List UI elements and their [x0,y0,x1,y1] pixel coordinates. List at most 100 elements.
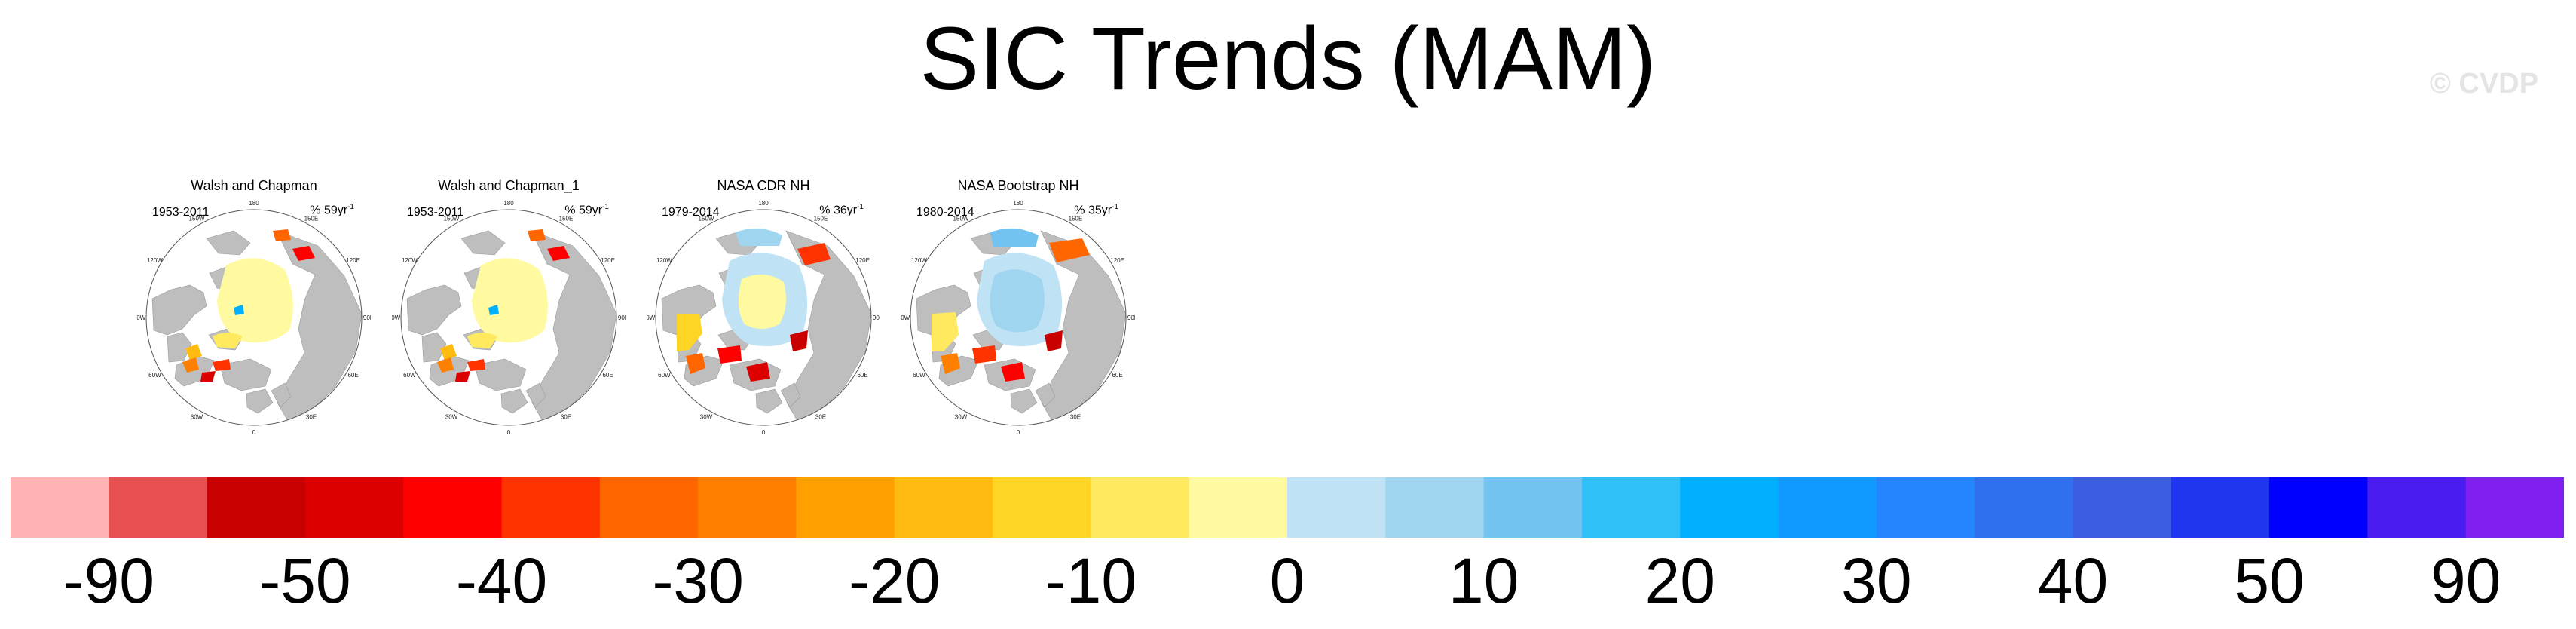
land-region [474,358,527,391]
longitude-label: 30W [445,414,458,421]
sic-trend-region [217,258,293,343]
longitude-label: 60W [403,372,416,379]
longitude-label: 120W [147,257,163,264]
colorbar-swatch [2465,477,2564,538]
longitude-label: 90E [618,314,626,321]
land-region [780,382,801,408]
map-panel-walsh-chapman: Walsh and Chapman 1953-2011 % 59yr-1 180… [137,178,371,434]
longitude-label: 0 [252,429,256,434]
polar-map: 180 150E 120E 90E 60E 30E 0 30W 60W 90W 120W 150W [137,201,371,434]
longitude-label: 90E [873,314,880,321]
panel-title: NASA Bootstrap NH [957,178,1079,193]
map-panel-nasa-cdr: NASA CDR NH 1979-2014 % 36yr-1 180 150E 12… [647,178,880,434]
sic-trend-region [990,269,1045,333]
colorbar-swatch [304,477,404,538]
sic-trend-region [182,357,199,373]
longitude-label: 30E [815,414,826,421]
sic-trend-region [972,345,996,364]
land-region [460,230,506,256]
colorbar-swatch [894,477,993,538]
sic-trend-region [990,228,1039,247]
sic-trend-region [677,314,702,351]
longitude-label: 90W [647,314,656,321]
colorbar-swatch [1975,477,2073,538]
longitude-label: 120W [656,257,672,264]
longitude-label: 30W [955,414,968,421]
sic-trend-region [292,246,315,261]
sic-trend-region [790,330,808,351]
longitude-label: 30E [306,414,317,421]
longitude-label: 90W [137,314,146,321]
panel-years: 1980-2014 [916,206,974,219]
colorbar-swatch [501,477,601,538]
longitude-label: 0 [762,429,766,434]
figure-title: SIC Trends (MAM) [919,9,1657,109]
panel-scale: % 59yr-1 [310,203,354,217]
land-region [1010,388,1038,414]
colorbar-swatch [2269,477,2368,538]
sic-trend-region [273,229,291,241]
colorbar-swatch [2367,477,2467,538]
longitude-label: 0 [1017,429,1020,434]
sic-trend-region [437,357,454,373]
colorbar-tick-label: -50 [259,545,351,616]
colorbar-swatch [2073,477,2172,538]
colorbar-swatch [698,477,797,538]
panel-title: Walsh and Chapman [191,178,317,193]
longitude-label: 30E [561,414,571,421]
longitude-label: 150W [699,215,714,222]
colorbar [11,477,2564,538]
longitude-label: 120W [402,257,418,264]
longitude-label: 60E [1112,372,1122,379]
longitude-label: 150E [304,215,319,222]
sic-trend-region [200,371,216,382]
land-region [916,284,971,336]
longitude-label: 120W [911,257,927,264]
land-region [661,284,717,336]
longitude-label: 60W [148,372,161,379]
colorbar-swatch [1483,477,1583,538]
longitude-label: 60W [658,372,671,379]
longitude-label: 150E [814,215,828,222]
panel-scale: % 59yr-1 [564,203,609,217]
longitude-label: 180 [503,201,514,207]
panel-years: 1953-2011 [407,206,464,219]
sic-trend-region [941,353,960,374]
colorbar-swatch [2171,477,2270,538]
sic-trend-region [467,359,485,371]
colorbar-tick-label: -20 [849,545,941,616]
longitude-label: 30W [191,414,203,421]
sic-trend-region [797,243,831,265]
sic-trend-region [1001,362,1025,382]
panel-title: NASA CDR NH [717,178,810,193]
colorbar-tick-label: 0 [1269,545,1305,616]
polar-map: 180 150E 120E 90E 60E 30E 0 30W 60W 90W 120W 150W [392,201,626,434]
sic-trend-region [185,344,202,361]
map-boundary [910,209,1127,426]
polar-map: 180 150E 120E 90E 60E 30E 0 30W 60W 90W 120W 150W [647,201,880,434]
land-region [500,388,528,414]
colorbar-tick-label: 90 [2430,545,2501,616]
longitude-label: 60W [913,372,925,379]
colorbar-swatch [1680,477,1779,538]
sic-trend-region [736,228,782,246]
longitude-label: 60E [347,372,358,379]
longitude-label: 120E [346,257,360,264]
colorbar-swatch [207,477,306,538]
colorbar-swatch [599,477,699,538]
longitude-label: 90E [1127,314,1135,321]
longitude-label: 60E [602,372,613,379]
colorbar-swatch [403,477,503,538]
land-region [525,382,546,408]
panel-scale: % 35yr-1 [1074,203,1118,217]
map-panel-nasa-bootstrap: NASA Bootstrap NH 1980-2014 % 35yr-1 180… [901,178,1135,434]
colorbar-swatch [993,477,1091,538]
land-region [755,388,783,414]
longitude-label: 90W [392,314,401,321]
longitude-label: 120E [855,257,870,264]
colorbar-swatch [109,477,208,538]
map-boundary [655,209,872,426]
longitude-label: 30W [700,414,713,421]
sic-trend-region [932,312,959,351]
longitude-label: 90E [363,314,371,321]
